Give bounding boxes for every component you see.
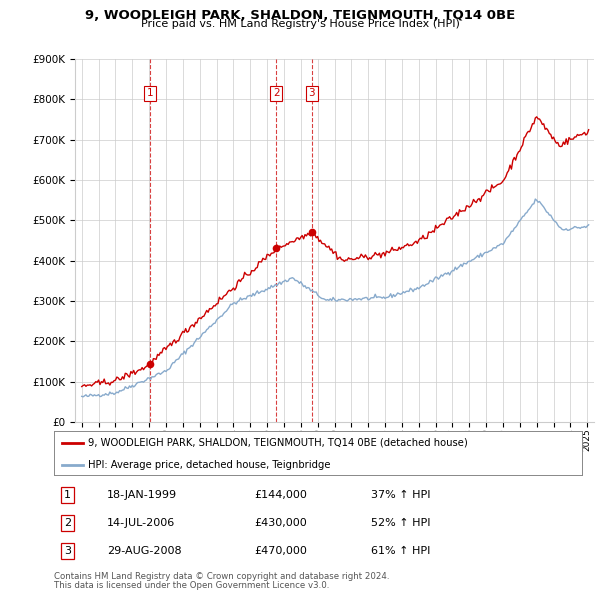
- Text: 2: 2: [64, 518, 71, 527]
- Text: 29-AUG-2008: 29-AUG-2008: [107, 546, 181, 556]
- Text: 37% ↑ HPI: 37% ↑ HPI: [371, 490, 430, 500]
- Text: 1: 1: [64, 490, 71, 500]
- Text: 9, WOODLEIGH PARK, SHALDON, TEIGNMOUTH, TQ14 0BE: 9, WOODLEIGH PARK, SHALDON, TEIGNMOUTH, …: [85, 9, 515, 22]
- Text: £144,000: £144,000: [254, 490, 308, 500]
- Text: 3: 3: [308, 88, 315, 99]
- Text: 52% ↑ HPI: 52% ↑ HPI: [371, 518, 430, 527]
- Text: £470,000: £470,000: [254, 546, 308, 556]
- Text: Price paid vs. HM Land Registry's House Price Index (HPI): Price paid vs. HM Land Registry's House …: [140, 19, 460, 29]
- Text: 9, WOODLEIGH PARK, SHALDON, TEIGNMOUTH, TQ14 0BE (detached house): 9, WOODLEIGH PARK, SHALDON, TEIGNMOUTH, …: [88, 438, 468, 448]
- Text: Contains HM Land Registry data © Crown copyright and database right 2024.: Contains HM Land Registry data © Crown c…: [54, 572, 389, 581]
- Text: HPI: Average price, detached house, Teignbridge: HPI: Average price, detached house, Teig…: [88, 460, 331, 470]
- Text: 14-JUL-2006: 14-JUL-2006: [107, 518, 175, 527]
- Text: 2: 2: [273, 88, 280, 99]
- Text: £430,000: £430,000: [254, 518, 307, 527]
- Text: 3: 3: [64, 546, 71, 556]
- Text: 1: 1: [146, 88, 153, 99]
- Text: 18-JAN-1999: 18-JAN-1999: [107, 490, 177, 500]
- Text: 61% ↑ HPI: 61% ↑ HPI: [371, 546, 430, 556]
- Text: This data is licensed under the Open Government Licence v3.0.: This data is licensed under the Open Gov…: [54, 581, 329, 589]
